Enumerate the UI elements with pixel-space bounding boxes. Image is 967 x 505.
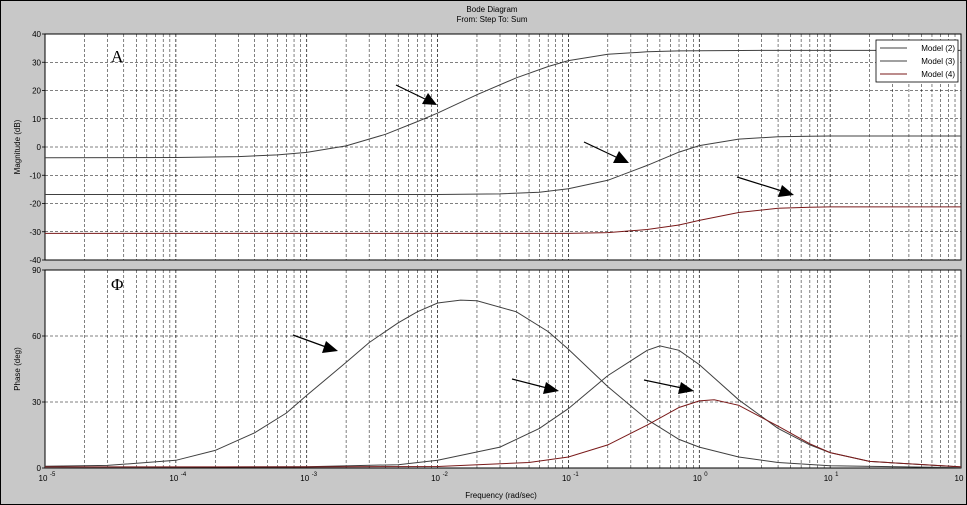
arrow-model-3-phase	[511, 378, 548, 389]
magnitude-y-tick-label: 10	[32, 115, 41, 124]
frequency-tick-exponent: -4	[181, 472, 187, 478]
magnitude-y-tick-label: 30	[32, 58, 41, 67]
magnitude-y-tick-label: 40	[32, 30, 41, 39]
legend-label-model-4: Model (4)	[921, 70, 955, 79]
magnitude-arrows	[395, 84, 794, 197]
frequency-tick-exponent: -5	[50, 472, 56, 478]
magnitude-y-tick-label: -40	[29, 256, 41, 265]
phase-grid	[45, 270, 961, 468]
frequency-tick-exponent: 0	[704, 472, 708, 478]
magnitude-lines	[44, 49, 961, 234]
magnitude-panel: -40 -30 -20 -10 0 10 20 30 40 A Magnitude (dB) M…	[13, 30, 962, 265]
phase-y-tick-label: 30	[32, 398, 41, 407]
frequency-tick-label: 10	[824, 474, 833, 483]
magnitude-grid	[45, 34, 961, 260]
frequency-tick-label: 10	[955, 474, 964, 483]
legend-label-model-3: Model (3)	[921, 57, 955, 66]
panel-letter-phi: Φ	[111, 275, 123, 294]
phase-series-model-3	[44, 345, 962, 469]
frequency-tick-label: 10	[562, 474, 571, 483]
frequency-tick-label: 10	[300, 474, 309, 483]
arrow-model-4-phase	[643, 379, 683, 389]
panel-letter-a: A	[111, 47, 124, 66]
phase-y-tick-label: 60	[32, 332, 41, 341]
magnitude-y-tick-label: -30	[29, 228, 41, 237]
phase-series-model-2	[44, 299, 962, 469]
frequency-tick-label: 10	[39, 474, 48, 483]
frequency-tick-exponent: -2	[443, 472, 449, 478]
phase-y-tick-label: 0	[37, 464, 42, 473]
magnitude-y-tick-label: -10	[29, 171, 41, 180]
phase-arrows	[292, 334, 694, 394]
magnitude-series-model-3	[45, 135, 961, 195]
magnitude-y-ticks: -40 -30 -20 -10 0 10 20 30 40	[29, 30, 45, 265]
arrow-model-2-magnitude	[395, 84, 428, 101]
arrowhead-model-2-phase	[322, 341, 338, 353]
phase-axis-label: Phase (deg)	[13, 347, 22, 391]
frequency-tick-label: 10	[693, 474, 702, 483]
arrowhead-model-4-phase	[678, 382, 694, 394]
phase-y-tick-label: 90	[32, 266, 41, 275]
chart-subtitle: From: Step To: Sum	[457, 15, 528, 24]
chart-title: Bode Diagram	[466, 5, 517, 14]
frequency-tick-exponent: -1	[573, 472, 579, 478]
arrowhead-model-3-phase	[543, 382, 559, 394]
arrow-model-4-magnitude	[736, 176, 783, 192]
magnitude-axis-label: Magnitude (dB)	[13, 119, 22, 174]
magnitude-y-tick-label: 0	[37, 143, 42, 152]
magnitude-y-tick-label: -20	[29, 200, 41, 209]
frequency-tick-exponent: 1	[835, 472, 839, 478]
phase-lines	[44, 299, 962, 469]
legend-label-model-2: Model (2)	[921, 44, 955, 53]
magnitude-series-model-4	[45, 206, 961, 234]
frequency-tick-label: 10	[169, 474, 178, 483]
arrowhead-model-2-magnitude	[422, 93, 437, 105]
phase-y-ticks: 0 30 60 90	[32, 266, 45, 473]
magnitude-y-tick-label: 20	[32, 87, 41, 96]
magnitude-series-model-2	[44, 49, 961, 159]
phase-plot-area	[44, 269, 962, 469]
arrowhead-model-3-magnitude	[613, 151, 629, 163]
arrowhead-model-4-magnitude	[778, 185, 794, 197]
phase-series-model-4	[45, 399, 962, 468]
frequency-axis-label: Frequency (rad/sec)	[465, 491, 537, 500]
phase-x-ticks: 10-510-410-310-210-1100101102	[39, 472, 964, 483]
arrow-model-2-phase	[292, 334, 327, 348]
arrow-model-3-magnitude	[583, 141, 619, 159]
legend: Model (2) Model (3) Model (4)	[875, 39, 959, 83]
frequency-tick-label: 10	[431, 474, 440, 483]
frequency-tick-exponent: -3	[312, 472, 318, 478]
